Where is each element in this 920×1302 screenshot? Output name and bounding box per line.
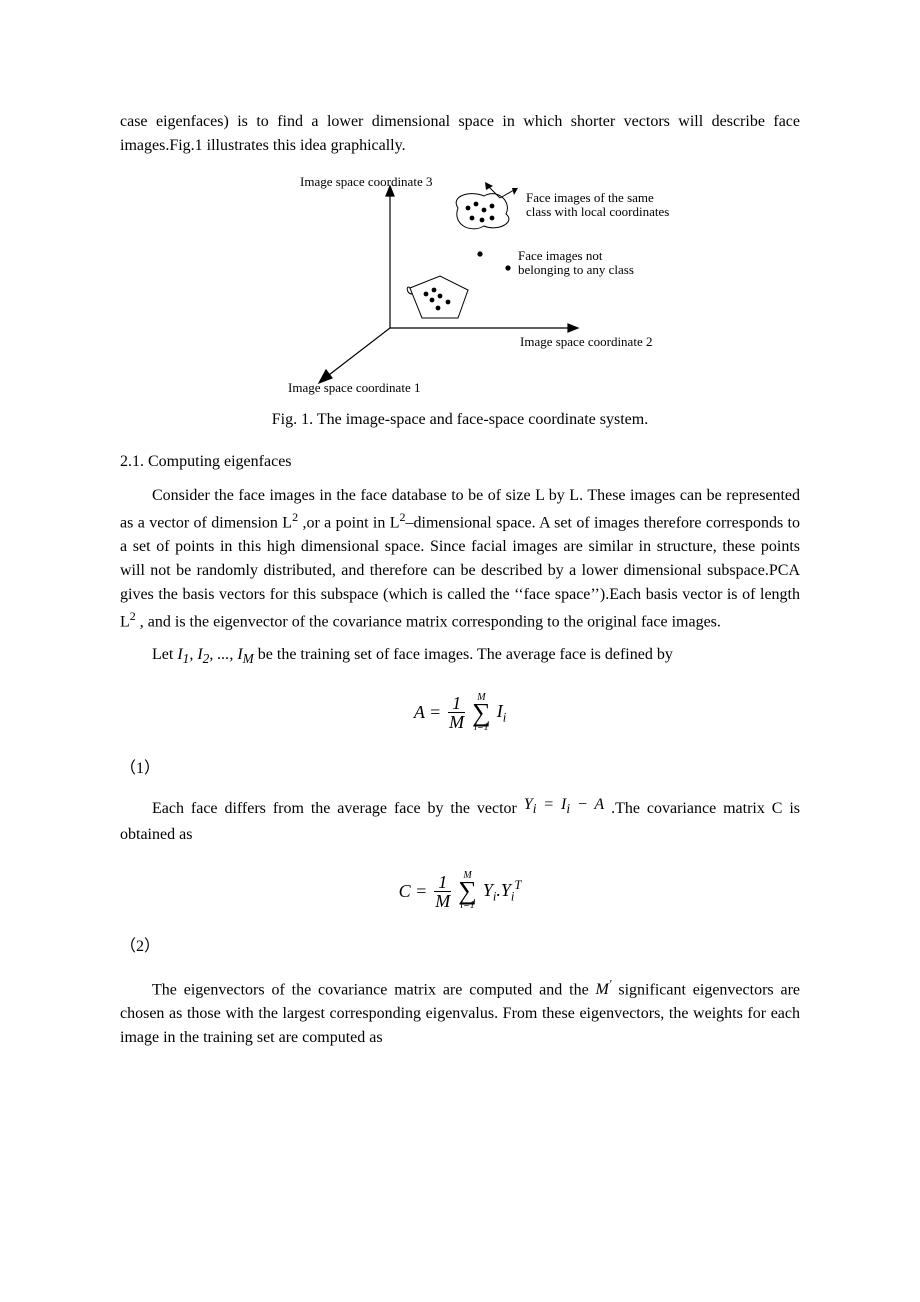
axis2-label: Image space coordinate 2 bbox=[520, 334, 652, 349]
annot-same-class-2: class with local coordinates bbox=[526, 204, 669, 219]
intro-paragraph: case eigenfaces) is to find a lower dime… bbox=[120, 110, 800, 158]
axis3-label: Image space coordinate 3 bbox=[300, 174, 432, 189]
annot-noclass-marker bbox=[505, 265, 510, 270]
cov-a: Each face differs from the average face … bbox=[152, 800, 517, 817]
annot-same-class-1: Face images of the same bbox=[526, 190, 654, 205]
let-suffix: be the training set of face images. The … bbox=[254, 646, 673, 663]
let-symbols: I1, I2, ..., IM bbox=[177, 646, 253, 663]
equation-2: C = 1 M M ∑ i=1 Yi.YiT bbox=[120, 871, 800, 911]
outlier-point bbox=[477, 251, 482, 256]
text-d: , and is the eigenvector of the covarian… bbox=[136, 614, 721, 631]
axis1-label: Image space coordinate 1 bbox=[288, 380, 420, 395]
para-eigenvectors: The eigenvectors of the covariance matri… bbox=[120, 975, 800, 1050]
section-2-1-heading: 2.1. Computing eigenfaces bbox=[120, 450, 800, 474]
text-b: ,or a point in L bbox=[298, 514, 399, 531]
let-prefix: Let bbox=[152, 646, 177, 663]
annot-noclass-1: Face images not bbox=[518, 248, 603, 263]
para-let: Let I1, I2, ..., IM be the training set … bbox=[120, 643, 800, 669]
equation-1: A = 1 M M ∑ i=1 Ii bbox=[120, 693, 800, 733]
eig-a: The eigenvectors of the covariance matri… bbox=[152, 981, 596, 998]
equation-2-number: （2） bbox=[120, 935, 800, 959]
annot-noclass-2: belonging to any class bbox=[518, 262, 634, 277]
eig-sym: M′ bbox=[596, 981, 612, 998]
equation-1-number: （1） bbox=[120, 757, 800, 781]
para-covariance: Each face differs from the average face … bbox=[120, 797, 800, 847]
figure-1-diagram: Image space coordinate 3 Image space coo… bbox=[240, 168, 680, 398]
cluster-lower bbox=[407, 276, 468, 318]
figure-1-caption: Fig. 1. The image-space and face-space c… bbox=[120, 408, 800, 432]
cov-inline: Yi = Ii − A bbox=[524, 796, 604, 813]
para-computing-eigenfaces: Consider the face images in the face dat… bbox=[120, 484, 800, 635]
cluster-same-class bbox=[456, 182, 518, 229]
